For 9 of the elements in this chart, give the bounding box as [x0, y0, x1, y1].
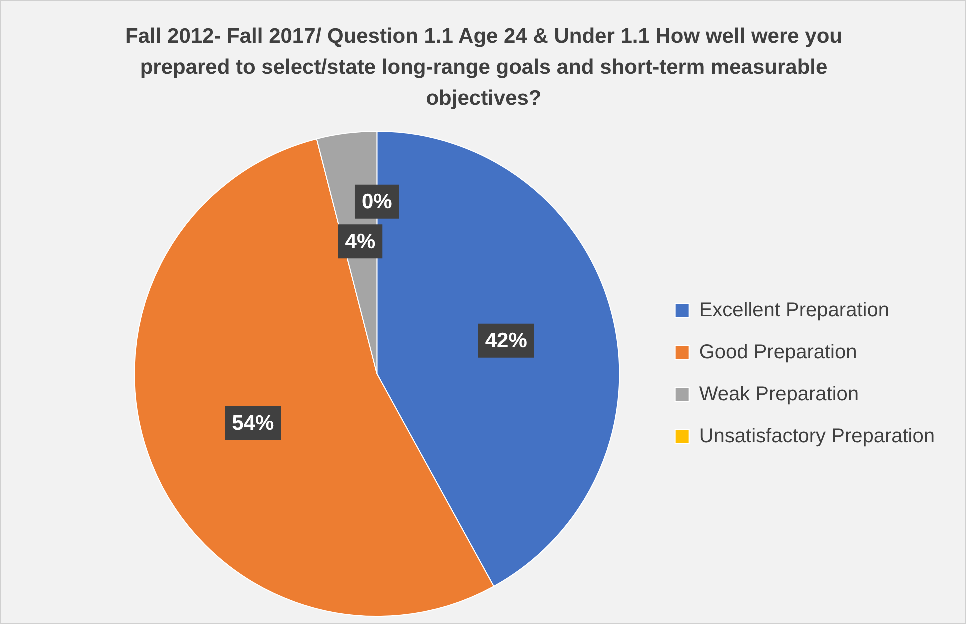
legend-label: Good Preparation [699, 342, 858, 364]
chart-title: Fall 2012- Fall 2017/ Question 1.1 Age 24 & Under 1.1 How well were you prepared to select/state long-range goals and short-term measurable objectives? [124, 24, 844, 112]
data-label: 54% [232, 412, 274, 435]
legend-label: Weak Preparation [699, 384, 860, 406]
data-label: 4% [345, 230, 376, 254]
legend-label: Unsatisfactory Preparation [699, 426, 936, 448]
data-label: 42% [485, 330, 528, 353]
text: 0% [362, 190, 392, 214]
legend-label: Excellent Preparation [699, 300, 890, 322]
